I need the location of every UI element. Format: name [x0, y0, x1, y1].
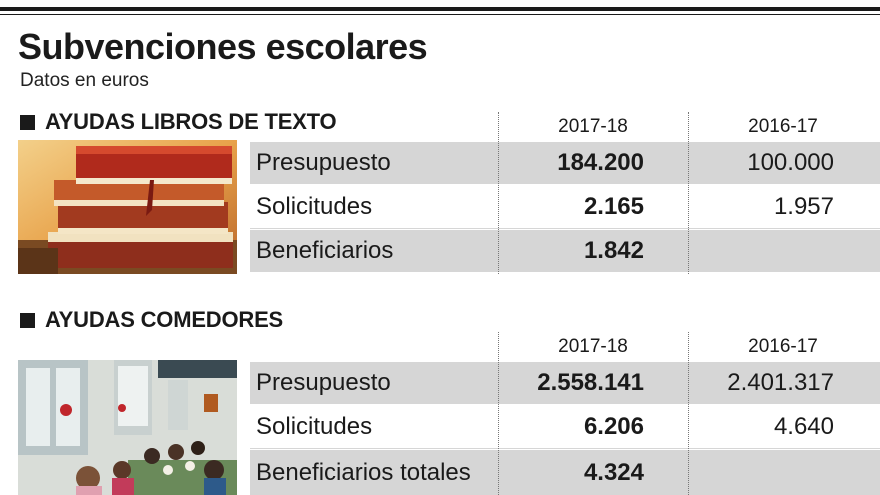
column-divider [688, 332, 689, 495]
row-label: Beneficiarios totales [256, 458, 471, 486]
value-2016-17: 4.640 [773, 413, 834, 440]
value-2017-18: 2.165 [583, 193, 644, 220]
row-label: Presupuesto [256, 149, 391, 176]
section-heading-comedores: AYUDAS COMEDORES [20, 307, 284, 332]
table-row: Solicitudes 6.206 4.640 [250, 406, 880, 449]
table-row: Beneficiarios totales 4.324 [250, 450, 880, 495]
table-row: Solicitudes 2.165 1.957 [250, 186, 880, 229]
value-2017-18: 1.842 [583, 237, 644, 264]
row-label: Beneficiarios [256, 237, 394, 264]
square-bullet-icon [20, 312, 35, 328]
section-heading-label: AYUDAS LIBROS DE TEXTO [45, 109, 337, 134]
page-subtitle: Datos en euros [20, 70, 149, 91]
column-header-2017-18: 2017-18 [558, 116, 628, 137]
section-heading-libros: AYUDAS LIBROS DE TEXTO [20, 109, 337, 134]
column-header-2016-17: 2016-17 [748, 116, 818, 137]
value-2016-17: 1.957 [773, 193, 834, 220]
column-header-2016-17: 2016-17 [748, 336, 818, 357]
row-label: Presupuesto [256, 369, 391, 396]
row-label: Solicitudes [256, 413, 373, 440]
value-2017-18: 2.558.141 [537, 369, 644, 396]
value-2017-18: 6.206 [583, 413, 644, 440]
column-header-2017-18: 2017-18 [558, 336, 628, 357]
value-2016-17: 100.000 [747, 149, 834, 176]
value-2016-17: 2.401.317 [727, 369, 834, 396]
table-row: Beneficiarios 1.842 [250, 230, 880, 272]
value-2017-18: 4.324 [583, 458, 644, 486]
column-divider [498, 112, 499, 274]
table-row: Presupuesto 184.200 100.000 [250, 142, 880, 184]
column-divider [498, 332, 499, 495]
row-label: Solicitudes [256, 193, 373, 220]
table-row: Presupuesto 2.558.141 2.401.317 [250, 362, 880, 404]
canteen-photo [18, 360, 237, 495]
books-photo [18, 140, 237, 274]
column-divider [688, 112, 689, 274]
top-rule-thick [0, 7, 880, 11]
section-heading-label: AYUDAS COMEDORES [45, 307, 284, 332]
value-2017-18: 184.200 [557, 149, 644, 176]
page-title: Subvenciones escolares [18, 26, 428, 67]
square-bullet-icon [20, 114, 35, 130]
top-rule-thin [0, 14, 880, 15]
